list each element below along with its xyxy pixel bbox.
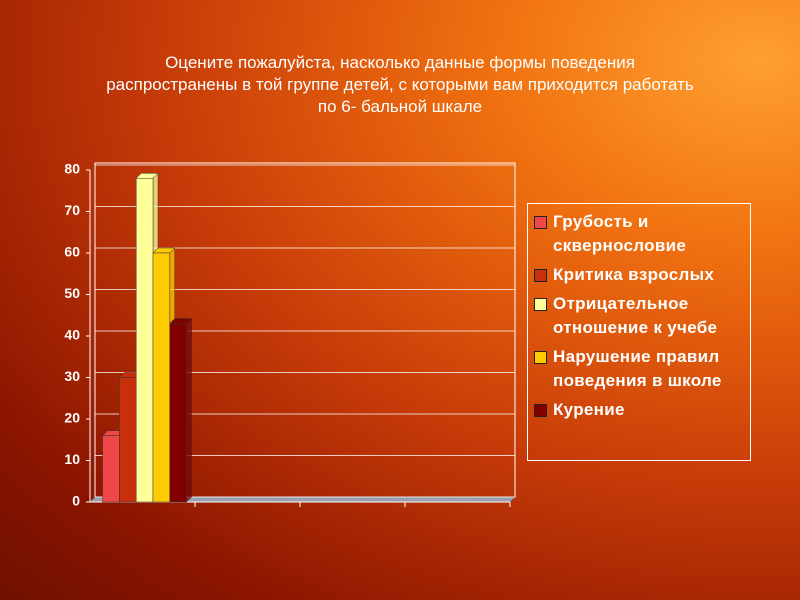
bar	[102, 435, 120, 503]
legend-item: Отрицательное отношение к учебе	[534, 292, 746, 340]
chart-title: Оцените пожалуйста, насколько данные фор…	[0, 52, 800, 118]
y-tick-label: 0	[72, 493, 80, 509]
legend-item: Критика взрослых	[534, 263, 746, 287]
legend-item: Нарушение правил поведения в школе	[534, 345, 746, 393]
legend-item: Курение	[534, 398, 746, 422]
legend-label: Отрицательное отношение к учебе	[553, 294, 718, 337]
bar	[152, 252, 171, 503]
legend-swatch	[534, 404, 547, 417]
bar	[119, 377, 137, 503]
y-tick-label: 80	[64, 161, 80, 177]
legend-item: Грубость и сквернословие	[534, 210, 746, 258]
y-tick-label: 30	[64, 368, 80, 384]
title-line: по 6- бальной шкале	[317, 97, 483, 116]
legend-swatch	[534, 351, 547, 364]
y-tick-label: 10	[64, 451, 80, 467]
legend-swatch	[534, 269, 547, 282]
y-tick-label: 40	[64, 327, 80, 343]
title-line: Оцените пожалуйста, насколько данные фор…	[165, 53, 635, 72]
y-tick-label: 50	[64, 285, 80, 301]
bar	[135, 178, 154, 503]
legend-label: Грубость и сквернословие	[553, 212, 687, 255]
bar-side	[186, 317, 192, 503]
legend-swatch	[534, 298, 547, 311]
title-line: распространены в той группе детей, с кот…	[106, 75, 694, 94]
y-tick-label: 70	[64, 202, 80, 218]
y-tick-label: 20	[64, 410, 80, 426]
legend: Грубость и сквернословие Критика взрослых…	[527, 203, 751, 461]
legend-label: Курение	[553, 400, 625, 419]
bar	[169, 323, 187, 503]
legend-swatch	[534, 216, 547, 229]
legend-label: Критика взрослых	[553, 265, 715, 284]
legend-label: Нарушение правил поведения в школе	[553, 347, 722, 390]
y-tick-label: 60	[64, 244, 80, 260]
